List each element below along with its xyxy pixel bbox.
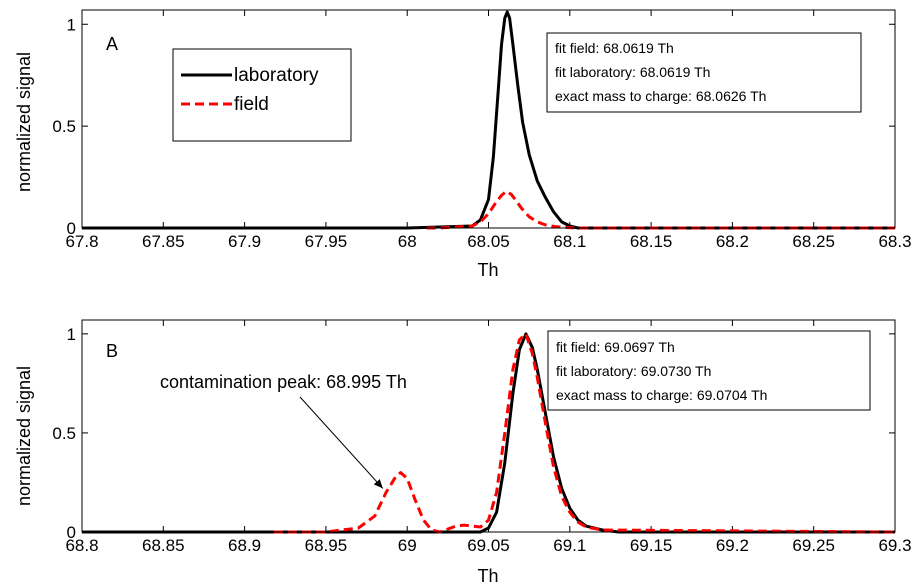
panel-b-x-tick-label: 69.25 — [792, 536, 835, 555]
panel-a-y-tick-label: 0 — [67, 219, 76, 238]
legend-box — [172, 48, 352, 142]
panel-a-info-fit-laboratory: fit laboratory: 68.0619 Th — [555, 64, 710, 80]
panel-b-series-field — [273, 332, 896, 534]
panel-a-info-frame — [546, 32, 862, 113]
panel-b-xlabel: Th — [477, 566, 498, 586]
panel-a-x-tick-label: 68.15 — [630, 232, 673, 251]
legend-label-laboratory: laboratory — [234, 65, 319, 86]
panel-b-x-tick-label: 69.3 — [878, 536, 911, 555]
panel-a-series-field — [426, 189, 895, 230]
panel-b-info-frame — [547, 330, 871, 411]
panel-b-y-tick-label: 1 — [67, 325, 76, 344]
panel-a-xlabel: Th — [477, 260, 498, 280]
panel-b-info-exact-mass: exact mass to charge: 69.0704 Th — [556, 387, 767, 403]
panel-b: normalized signal 0 0.5 1 68.8 68.85 68.9 68.… — [14, 319, 912, 586]
panel-b-x-tick-label: 69 — [398, 536, 417, 555]
contamination-peak-annotation: contamination peak: 68.995 Th — [160, 372, 407, 392]
panel-a-x-tick-label: 67.95 — [305, 232, 348, 251]
panel-a-x-tick-label: 68.05 — [467, 232, 510, 251]
panel-b-x-tick-label: 68.9 — [228, 536, 261, 555]
panel-b-x-tick-label: 68.85 — [142, 536, 185, 555]
panel-a-x-tick-label: 68.2 — [716, 232, 749, 251]
panel-b-x-tick-label: 68.8 — [65, 536, 98, 555]
panel-b-axes-frame — [81, 319, 896, 533]
panel-a-ylabel: normalized signal — [14, 52, 34, 192]
panel-b-y-tick-label: 0 — [67, 523, 76, 542]
contamination-peak-arrow — [299, 396, 384, 489]
panel-a-info-exact-mass: exact mass to charge: 68.0626 Th — [555, 88, 766, 104]
panel-a-series-laboratory — [82, 10, 895, 230]
panel-a-y-tick-label: 1 — [67, 15, 76, 34]
panel-b-info-fit-field: fit field: 69.0697 Th — [556, 339, 675, 355]
legend-label-field: field — [234, 94, 269, 115]
panel-a-x-tick-label: 68.3 — [878, 232, 911, 251]
panel-b-y-tick-label: 0.5 — [52, 424, 76, 443]
panel-b-series-laboratory — [82, 332, 895, 534]
panel-b-ylabel: normalized signal — [14, 366, 34, 506]
panel-a-x-tick-label: 67.85 — [142, 232, 185, 251]
panel-a-x-tick-label: 67.9 — [228, 232, 261, 251]
panel-a-info-fit-field: fit field: 68.0619 Th — [555, 40, 674, 56]
panel-a-y-tick-label: 0.5 — [52, 117, 76, 136]
panel-a-x-tick-label: 68 — [398, 232, 417, 251]
panel-a: normalized signal 0 0.5 1 67.8 67.85 67.9 67.… — [14, 9, 912, 280]
panel-a-x-tick-label: 68.1 — [553, 232, 586, 251]
panel-a-label: A — [106, 34, 118, 54]
panel-a-x-tick-label: 68.25 — [792, 232, 835, 251]
panel-b-info-box: fit field: 69.0697 Th fit laboratory: 69… — [547, 330, 871, 411]
panel-b-x-tick-label: 69.1 — [553, 536, 586, 555]
panel-a-info-box: fit field: 68.0619 Th fit laboratory: 68… — [546, 32, 862, 113]
panel-b-x-tick-label: 69.2 — [716, 536, 749, 555]
panel-b-x-tick-label: 69.05 — [467, 536, 510, 555]
panel-b-info-fit-laboratory: fit laboratory: 69.0730 Th — [556, 363, 711, 379]
panel-b-x-tick-label: 68.95 — [305, 536, 348, 555]
panel-a-axes-frame — [81, 9, 896, 229]
panel-b-label: B — [106, 341, 118, 361]
panel-b-x-tick-label: 69.15 — [630, 536, 673, 555]
legend: laboratory field — [172, 48, 352, 142]
panel-a-x-tick-label: 67.8 — [65, 232, 98, 251]
